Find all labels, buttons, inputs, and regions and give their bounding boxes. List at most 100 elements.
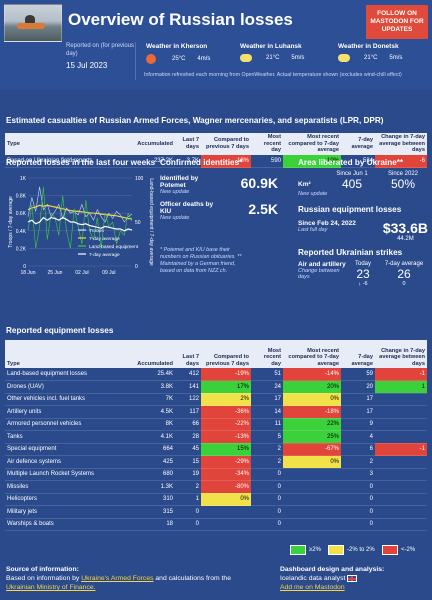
table-header: Type Accumulated Last 7 days Compared to… <box>5 340 427 368</box>
col-type: Type <box>5 133 133 155</box>
area-value: 405 <box>341 177 363 191</box>
sun-icon <box>146 54 156 64</box>
confirmed-value: 2.5K <box>248 201 278 217</box>
y-right-label: Land-based equipment / 7-day average <box>148 178 154 266</box>
cell-rc <box>283 493 341 506</box>
y-left-label: Troops / 7-day average <box>8 196 14 248</box>
table-row: Air defence systems 425 15 -29% 2 0% 2 <box>5 455 427 469</box>
cell-rec: 14 <box>251 405 283 419</box>
cell-rc: -14% <box>283 368 341 381</box>
area-col: Since Jun 1 <box>336 171 368 177</box>
designer-name: Icelandic data analyst <box>280 575 346 582</box>
strikes-col: Today <box>354 261 371 267</box>
y-left-tick: 1K <box>20 176 27 182</box>
y-right-tick: 50 <box>135 220 141 226</box>
cell-acc: 1.3K <box>133 480 175 494</box>
cell-rec: 17 <box>251 393 283 406</box>
cell-rc <box>283 480 341 494</box>
legend-label: 7-day average <box>89 236 120 242</box>
cell-rc: 0% <box>283 455 341 469</box>
weather-wind: 5m/s <box>291 55 305 61</box>
legend-yellow: -2% to 2% <box>328 545 375 555</box>
mastodon-link[interactable]: Add me on Mastodon <box>280 584 345 591</box>
cell-type: Armored personnel vehicles <box>5 418 133 431</box>
table-row: Tanks 4.1K 28 -13% 5 25% 4 <box>5 430 427 444</box>
confirmed-value: 60.9K <box>240 175 278 191</box>
table-row: Warships & boats 18 0 0 0 <box>5 518 427 531</box>
cell-type: Other vehicles incl. fuel tanks <box>5 393 133 406</box>
equip-loss-value: $33.6B <box>382 220 428 236</box>
cell-l7: 19 <box>175 468 201 481</box>
cell-cmp <box>201 505 251 519</box>
legend-swatch <box>382 545 398 555</box>
follow-mastodon-button[interactable]: FOLLOW ON MASTODON FOR UPDATES <box>366 5 428 39</box>
cell-l7: 122 <box>175 393 201 406</box>
cell-rc: 20% <box>283 380 341 394</box>
cell-rc <box>283 468 341 481</box>
table-row: Artillery units 4.5K 117 -36% 14 -18% 17 <box>5 405 427 419</box>
confirmed-label: Officer deaths by KIU <box>160 201 214 215</box>
cell-chg <box>375 518 427 531</box>
cell-chg <box>375 455 427 469</box>
cell-avg: 3 <box>341 468 375 481</box>
cell-acc: 4.1K <box>133 430 175 444</box>
cell-rc: 25% <box>283 430 341 444</box>
strikes-avg: 26 <box>397 267 411 281</box>
col-recent: Most recent day <box>251 340 283 368</box>
cell-avg: 0 <box>341 518 375 531</box>
cell-rc: -67% <box>283 443 341 456</box>
series-line-0 <box>27 186 133 223</box>
cell-rec: 0 <box>251 493 283 506</box>
cell-type: Multiple Launch Rocket Systems <box>5 468 133 481</box>
cell-acc: 3.8K <box>133 380 175 394</box>
confirmed-sub: New update <box>160 189 190 195</box>
cell-type: Based on Ukrainian field reports <box>5 154 133 168</box>
confirmed-sub: New update <box>160 215 190 221</box>
weather-kherson: Weather in Kherson 25°C 4m/s <box>146 43 210 64</box>
source-link-armed-forces[interactable]: Ukraine's Armed Forces <box>81 575 154 582</box>
cell-rec: 0 <box>251 505 283 519</box>
reported-date-box: Reported on (for previous day) 15 Jul 20… <box>66 42 136 80</box>
series-line-1 <box>27 204 133 220</box>
legend-label: Troops <box>89 228 104 234</box>
legend-label: -2% to 2% <box>347 547 375 553</box>
cell-chg <box>375 505 427 519</box>
y-left-tick: 0.4K <box>16 229 27 235</box>
area-sub: New update <box>298 191 328 197</box>
cell-rec: 2 <box>251 455 283 469</box>
area-col: Since 2022 <box>387 171 419 177</box>
col-change: Change in 7-day average between days <box>375 340 427 368</box>
cell-l7: 15 <box>175 455 201 469</box>
weather-wind: 4m/s <box>197 56 211 62</box>
cell-chg <box>375 393 427 406</box>
cell-avg: 0 <box>341 505 375 519</box>
y-left-tick: 0.8K <box>16 194 27 200</box>
x-tick: 18 Jun <box>20 270 35 276</box>
table-row: Special equipment 664 45 15% 2 -67% 6 -1 <box>5 443 427 456</box>
table-row: Multiple Launch Rocket Systems 680 19 -34% 0… <box>5 468 427 481</box>
col-last7: Last 7 days <box>175 340 201 368</box>
cell-l7: 1 <box>175 493 201 506</box>
cell-acc: 7K <box>133 393 175 406</box>
page-title: Overview of Russian losses <box>68 10 293 29</box>
source-link-finance[interactable]: Ukrainian Ministry of Finance. <box>6 584 96 591</box>
cloud-icon <box>240 54 252 62</box>
y-left-tick: 0 <box>23 264 26 270</box>
col-accumulated: Accumulated <box>133 340 175 368</box>
design-section: Dashboard design and analysis: Icelandic… <box>280 565 430 592</box>
cell-rec: 0 <box>251 468 283 481</box>
cell-l7: 412 <box>175 368 201 381</box>
y-left-tick: 0.2K <box>16 246 27 252</box>
legend-green: ≥2% <box>290 545 321 555</box>
cell-l7: 141 <box>175 380 201 394</box>
weather-donetsk: Weather in Donetsk 21°C 5m/s <box>338 43 402 62</box>
cell-rc <box>283 518 341 531</box>
cell-type: Air defence systems <box>5 455 133 469</box>
cell-cmp: -34% <box>201 468 251 481</box>
cell-cmp: -36% <box>201 405 251 419</box>
cell-cmp: -18% <box>201 154 251 168</box>
cell-l7: 28 <box>175 430 201 444</box>
cell-chg: -1 <box>375 368 427 381</box>
weather-city: Weather in Donetsk <box>338 43 399 50</box>
